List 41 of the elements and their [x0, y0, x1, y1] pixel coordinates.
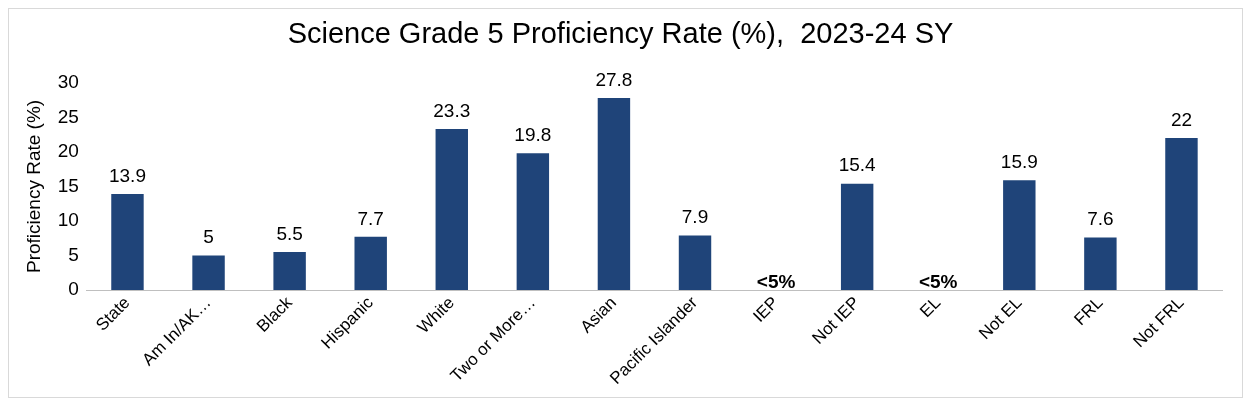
data-label: 27.8: [595, 68, 633, 90]
y-tick-label: 30: [57, 71, 79, 93]
y-tick-label: 5: [68, 243, 79, 265]
data-label: 22: [1170, 108, 1193, 130]
x-tick-label: Not FRL: [1129, 292, 1188, 352]
x-tick-label: FRL: [1070, 292, 1107, 330]
bar: [678, 235, 712, 291]
y-tick-label: 10: [57, 209, 79, 231]
y-tick-label: 15: [57, 174, 79, 196]
data-label: 7.7: [357, 207, 384, 229]
data-label: 23.3: [433, 99, 471, 121]
bar: [1165, 138, 1198, 291]
text: <5%: [918, 270, 958, 292]
data-label: 15.4: [838, 154, 877, 176]
x-tick-label: IEP: [749, 292, 783, 326]
x-tick-label: Not IEP: [808, 292, 864, 348]
data-label: 7.6: [1087, 208, 1114, 230]
y-tick-label: 0: [68, 278, 79, 300]
bar: [1084, 237, 1117, 291]
bar: [273, 252, 306, 291]
x-tick-label: Not EL: [975, 292, 1026, 344]
data-label: 19.8: [514, 124, 552, 145]
bar: [597, 98, 631, 291]
x-tick-label: EL: [916, 292, 945, 322]
bar: [1003, 180, 1036, 291]
y-tick-label: 20: [57, 140, 79, 162]
chart-title: Science Grade 5 Proficiency Rate (%), 2023-24 SY: [287, 17, 954, 50]
bar: [840, 183, 874, 291]
data-label: 5.5: [276, 222, 303, 244]
bar: [354, 236, 387, 291]
data-label: 7.9: [681, 206, 709, 228]
text: <5%: [756, 270, 796, 292]
y-axis-title: Proficiency Rate (%): [22, 99, 44, 274]
y-tick-label: 25: [57, 105, 79, 127]
data-label: 15.9: [1000, 150, 1038, 172]
data-label: 13.9: [108, 164, 146, 186]
bar: [111, 194, 144, 291]
data-label: 5: [203, 226, 214, 248]
bar: [192, 255, 225, 291]
bar: [516, 153, 550, 291]
bar: [435, 129, 468, 291]
